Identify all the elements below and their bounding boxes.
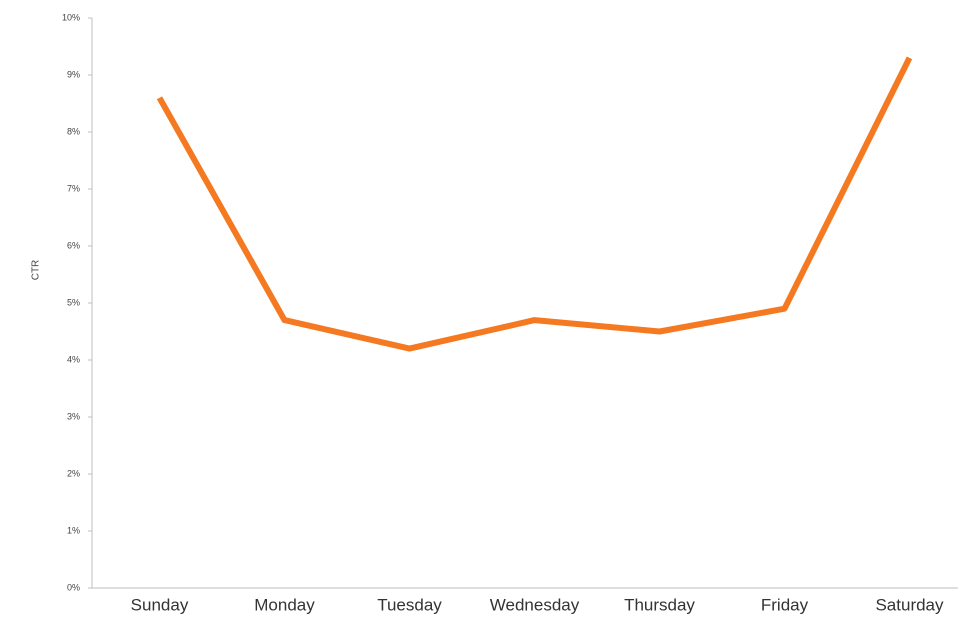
data-line xyxy=(156,56,913,352)
y-tick-label: 8% xyxy=(67,126,80,136)
x-tick-label: Tuesday xyxy=(377,595,442,614)
x-tick-label: Sunday xyxy=(131,595,189,614)
y-tick-label: 6% xyxy=(67,240,80,250)
y-tick-label: 1% xyxy=(67,525,80,535)
x-tick-label: Saturday xyxy=(875,595,944,614)
y-tick-label: 0% xyxy=(67,582,80,592)
x-tick-label: Wednesday xyxy=(490,595,580,614)
y-tick-label: 3% xyxy=(67,411,80,421)
y-tick-label: 10% xyxy=(62,12,80,22)
x-tick-label: Monday xyxy=(254,595,315,614)
x-tick-label: Friday xyxy=(761,595,809,614)
y-tick-label: 7% xyxy=(67,183,80,193)
x-tick-label: Thursday xyxy=(624,595,695,614)
y-tick-label: 9% xyxy=(67,69,80,79)
y-tick-label: 2% xyxy=(67,468,80,478)
y-tick-label: 5% xyxy=(67,297,80,307)
y-tick-label: 4% xyxy=(67,354,80,364)
y-axis-label: CTR xyxy=(31,260,42,281)
